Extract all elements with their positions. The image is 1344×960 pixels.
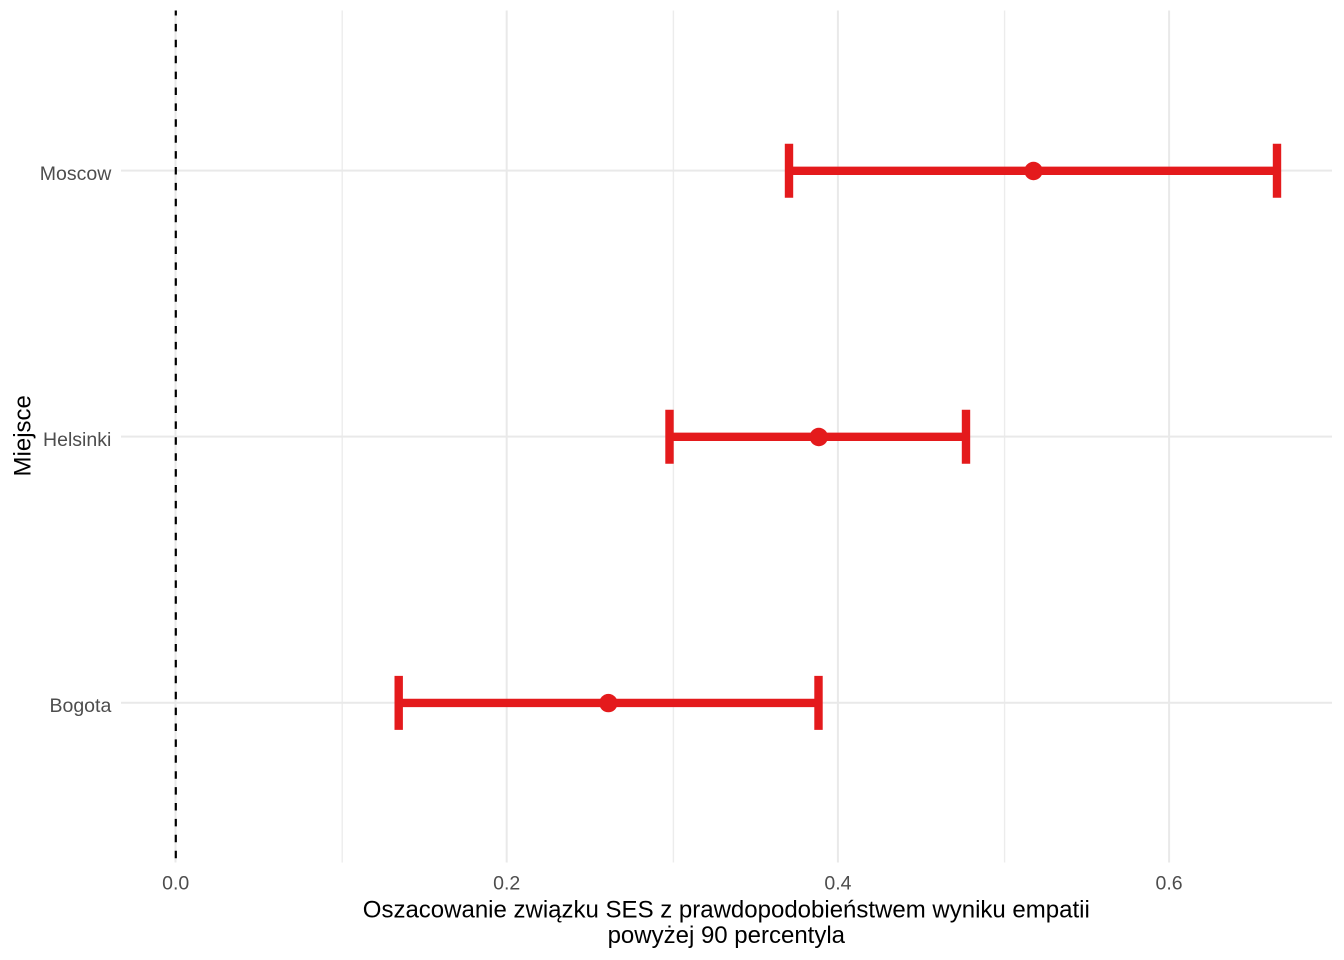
svg-text:0.2: 0.2 — [493, 873, 520, 895]
svg-text:0.0: 0.0 — [162, 873, 189, 895]
svg-text:Moscow: Moscow — [40, 163, 112, 185]
svg-text:Helsinki: Helsinki — [43, 429, 111, 451]
svg-text:Miejsce: Miejsce — [10, 395, 37, 476]
svg-text:powyżej 90 percentyla: powyżej 90 percentyla — [608, 922, 846, 949]
svg-text:Bogota: Bogota — [49, 695, 111, 717]
svg-text:0.4: 0.4 — [824, 873, 851, 895]
svg-text:0.6: 0.6 — [1156, 873, 1183, 895]
svg-text:Oszacowanie związku SES z praw: Oszacowanie związku SES z prawdopodobień… — [363, 897, 1090, 924]
